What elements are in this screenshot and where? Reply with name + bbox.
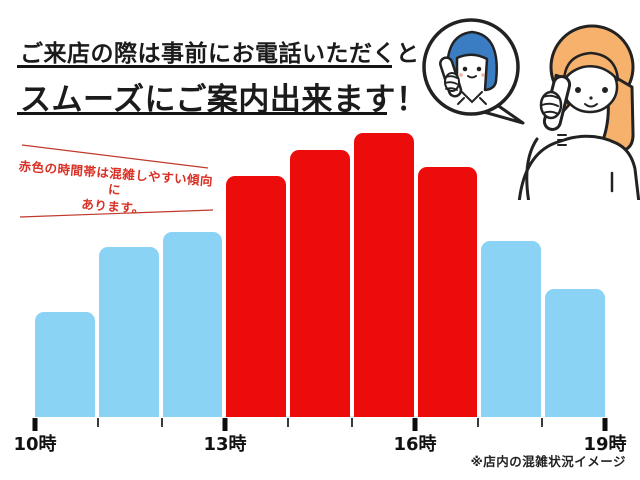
staff-figure	[439, 30, 498, 105]
annotation-line-bottom	[19, 209, 214, 218]
customer-fingers	[541, 94, 559, 115]
staff-blush-left	[459, 73, 463, 77]
title-underline-2	[17, 112, 387, 115]
chart-bar-10時	[35, 311, 95, 417]
x-axis-label-16時: 16時	[393, 434, 437, 455]
phone-cord-icon	[557, 134, 567, 146]
x-axis-minor-tick	[287, 418, 290, 427]
chart-bar-12時	[162, 232, 223, 417]
x-axis-label-19時: 19時	[583, 434, 627, 455]
chart-bar-18時	[545, 289, 606, 417]
x-axis-major-tick	[222, 418, 228, 431]
title-underline-1	[17, 65, 392, 68]
customer-figure	[517, 24, 640, 200]
bar-plot	[35, 133, 606, 417]
x-axis-label-10時: 10時	[13, 434, 57, 455]
customer-eye-right	[602, 87, 608, 93]
customer-eye-left	[575, 87, 581, 93]
staff-smile	[467, 75, 477, 79]
customer-body	[517, 134, 640, 200]
customer-arm	[525, 137, 539, 200]
chart-bar-14時	[290, 150, 350, 417]
staff-collar	[457, 91, 487, 105]
chart-bar-15時	[353, 133, 414, 417]
x-axis-minor-tick	[540, 418, 543, 427]
annotation-lines	[19, 144, 214, 218]
customer-smile	[584, 103, 598, 108]
chart-bar-11時	[98, 246, 159, 417]
x-axis-minor-tick	[160, 418, 163, 427]
x-axis-minor-tick	[350, 418, 353, 427]
x-axis	[32, 417, 608, 433]
x-axis-major-tick	[32, 418, 38, 431]
annotation-line-top	[21, 144, 209, 169]
staff-fingers	[444, 75, 458, 91]
page-title-line-1: ご来店の際は事前にお電話いただくと	[20, 41, 420, 67]
staff-eye-left	[462, 66, 468, 72]
chart-bar-17時	[481, 240, 542, 417]
x-axis-minor-tick	[477, 418, 480, 427]
footnote: ※店内の混雑状況イメージ	[470, 454, 626, 469]
x-axis-labels: 10時 13時 16時 19時	[13, 430, 626, 455]
customer-bangs	[562, 51, 620, 83]
chart-bar-13時	[226, 175, 287, 417]
x-axis-label-13時: 13時	[203, 434, 247, 455]
x-axis-major-tick	[412, 418, 418, 431]
x-axis-minor-tick	[97, 418, 100, 427]
staff-eye-right	[476, 66, 482, 72]
staff-blush-right	[481, 73, 485, 77]
chart-bar-16時	[417, 167, 478, 417]
x-axis-major-tick	[602, 418, 608, 431]
customer-nose	[589, 96, 593, 100]
phone-call-illustration	[422, 18, 640, 200]
